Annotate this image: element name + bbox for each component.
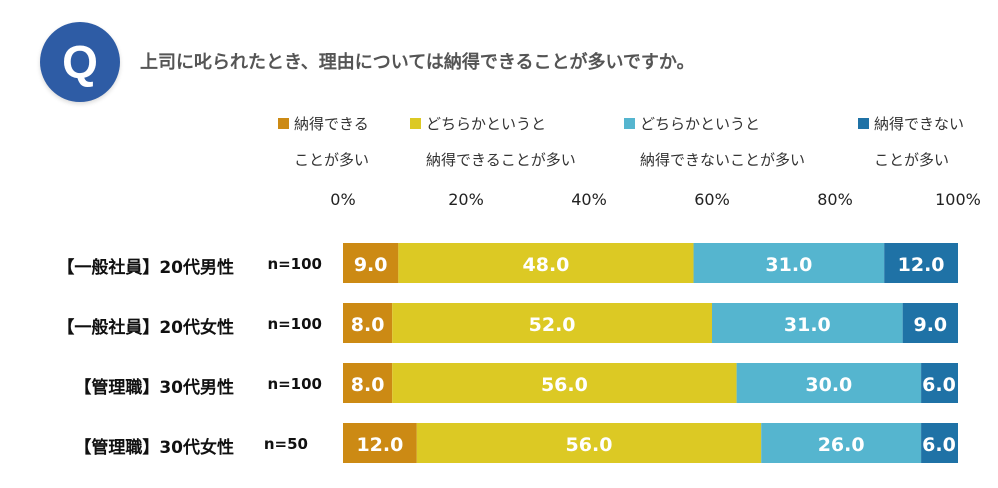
x-tick-80: 80% xyxy=(817,190,853,209)
data-label-somewhat-agree: 48.0 xyxy=(523,254,570,276)
legend-disagree-line1: 納得できない xyxy=(874,115,965,133)
bar-segment-disagree xyxy=(921,363,958,403)
category-label: 【管理職】30代女性 xyxy=(74,438,234,458)
data-label-agree: 12.0 xyxy=(356,434,403,456)
data-label-somewhat-agree: 56.0 xyxy=(541,374,588,396)
legend-disagree-line2: ことが多い xyxy=(874,151,950,169)
data-label-somewhat-agree: 52.0 xyxy=(529,314,576,336)
x-tick-100: 100% xyxy=(935,190,981,209)
legend-somewhat-agree: どちらかというと 納得できることが多い xyxy=(410,106,576,178)
bar-segment-agree xyxy=(343,303,393,343)
sample-size: n=100 xyxy=(267,315,322,333)
legend-agree-line1: 納得できる xyxy=(294,115,369,133)
data-label-disagree: 12.0 xyxy=(898,254,945,276)
legend-swatch-disagree xyxy=(858,118,869,129)
category-label: 【一般社員】20代男性 xyxy=(57,258,234,278)
x-tick-20: 20% xyxy=(448,190,484,209)
legend-somewhat-disagree-line2: 納得できないことが多い xyxy=(640,151,806,169)
question-title: 上司に叱られたとき、理由については納得できることが多いですか。 xyxy=(140,52,695,73)
data-label-somewhat-agree: 56.0 xyxy=(566,434,613,456)
data-label-disagree: 6.0 xyxy=(922,374,956,396)
legend-somewhat-agree-line2: 納得できることが多い xyxy=(426,151,576,169)
bar-segment-somewhat-disagree xyxy=(761,423,922,463)
bar-segment-somewhat-agree xyxy=(392,363,737,403)
sample-size: n=100 xyxy=(267,375,322,393)
bar-segment-somewhat-agree xyxy=(398,243,694,283)
legend-swatch-somewhat-agree xyxy=(410,118,421,129)
sample-size: n=50 xyxy=(263,435,308,453)
sample-size: n=100 xyxy=(267,255,322,273)
bar-segment-agree xyxy=(343,363,393,403)
legend-somewhat-disagree: どちらかというと 納得できないことが多い xyxy=(624,106,806,178)
data-label-somewhat-disagree: 31.0 xyxy=(765,254,812,276)
x-tick-40: 40% xyxy=(571,190,607,209)
bar-segment-somewhat-disagree xyxy=(736,363,922,403)
category-label: 【管理職】30代男性 xyxy=(74,378,234,398)
legend-swatch-somewhat-disagree xyxy=(624,118,635,129)
data-label-somewhat-disagree: 31.0 xyxy=(784,314,831,336)
question-badge: Q xyxy=(40,22,120,102)
legend-agree: 納得できる ことが多い xyxy=(278,106,370,178)
data-label-agree: 9.0 xyxy=(354,254,388,276)
category-label: 【一般社員】20代女性 xyxy=(57,318,234,338)
legend-swatch-agree xyxy=(278,118,289,129)
legend-agree-line2: ことが多い xyxy=(294,151,370,169)
bar-segment-somewhat-disagree xyxy=(693,243,885,283)
bar-segment-somewhat-disagree xyxy=(712,303,903,343)
legend-disagree: 納得できない ことが多い xyxy=(858,106,965,178)
bar-segment-disagree xyxy=(884,243,958,283)
bar-segment-disagree xyxy=(921,423,958,463)
data-label-somewhat-disagree: 26.0 xyxy=(818,434,865,456)
x-tick-60: 60% xyxy=(694,190,730,209)
bar-segment-disagree xyxy=(902,303,958,343)
legend-somewhat-agree-line1: どちらかというと xyxy=(426,115,547,133)
data-label-agree: 8.0 xyxy=(351,374,385,396)
bar-segment-agree xyxy=(343,243,399,283)
data-label-agree: 8.0 xyxy=(351,314,385,336)
legend-somewhat-disagree-line1: どちらかというと xyxy=(640,115,761,133)
bar-segment-somewhat-agree xyxy=(392,303,712,343)
x-tick-0: 0% xyxy=(330,190,356,209)
data-label-somewhat-disagree: 30.0 xyxy=(805,374,852,396)
bar-segment-agree xyxy=(343,423,417,463)
bar-segment-somewhat-agree xyxy=(416,423,762,463)
data-label-disagree: 6.0 xyxy=(922,434,956,456)
data-label-disagree: 9.0 xyxy=(913,314,947,336)
